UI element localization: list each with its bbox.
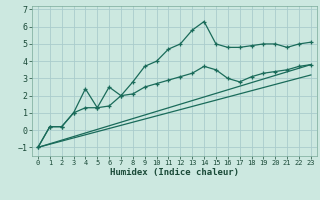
X-axis label: Humidex (Indice chaleur): Humidex (Indice chaleur): [110, 168, 239, 177]
